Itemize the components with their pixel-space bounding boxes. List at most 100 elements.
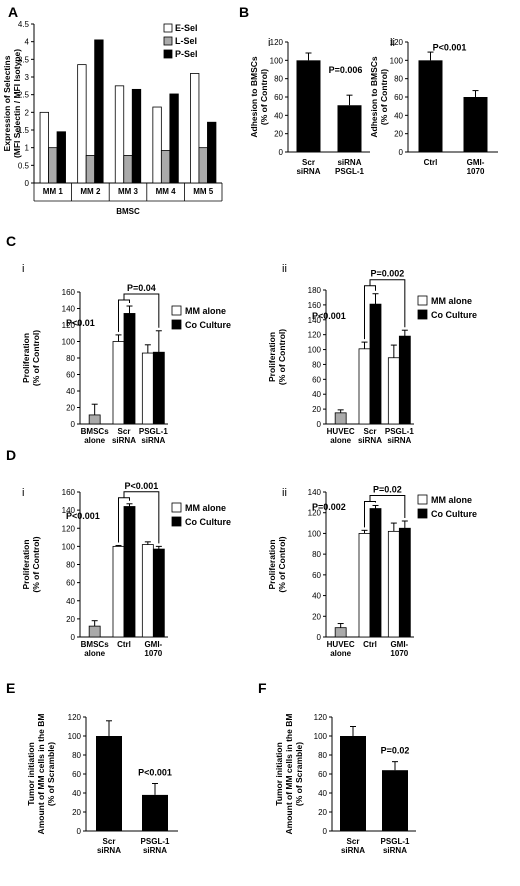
- y-tick-label: 80: [66, 561, 75, 570]
- bar: [112, 545, 125, 638]
- category-label: BMSCs: [81, 640, 110, 649]
- category-label: GMI-: [144, 640, 162, 649]
- y-tick-label: 0: [71, 633, 76, 642]
- category-label: alone: [84, 649, 105, 658]
- bar: [334, 412, 347, 425]
- category-label: MM 2: [80, 187, 101, 196]
- y-tick-label: 20: [66, 615, 75, 624]
- p-value-annotation: P=0.002: [312, 502, 346, 512]
- legend-swatch: [171, 305, 182, 316]
- y-tick-label: 80: [394, 75, 403, 84]
- y-tick-label: 4.5: [18, 20, 30, 29]
- p-value-annotation: P=0.04: [127, 283, 156, 293]
- significance-bracket: [369, 494, 406, 518]
- chart-Ci: Ci 0 20 40 60 80 100 120 140 160 Proliferation (% o…: [6, 233, 231, 445]
- category-label: MM 3: [118, 187, 139, 196]
- y-tick-label: 0: [317, 633, 322, 642]
- bar: [112, 341, 125, 425]
- legend-swatch: [171, 319, 182, 330]
- legend-label: Co Culture: [185, 320, 231, 330]
- category-label: Scr: [364, 427, 377, 436]
- y-tick-label: 160: [308, 301, 322, 310]
- category-label: Scr: [347, 837, 360, 846]
- y-tick-label: 100: [314, 732, 328, 741]
- panel-sub-label: ii: [282, 487, 287, 499]
- category-label: alone: [330, 436, 351, 445]
- y-tick-label: 60: [66, 371, 75, 380]
- panel-sub-label: i: [22, 487, 24, 499]
- y-tick-label: 80: [312, 550, 321, 559]
- y-axis-label: Amount of MM cells in the BM: [36, 714, 46, 835]
- category-label: siRNA: [141, 436, 165, 445]
- y-tick-label: 1: [25, 144, 30, 153]
- bar: [123, 313, 136, 425]
- p-value-annotation: P=0.002: [371, 269, 405, 279]
- bar: [152, 106, 162, 184]
- p-value-annotation: P<0.01: [66, 318, 95, 328]
- y-tick-label: 60: [318, 770, 327, 779]
- bar: [142, 794, 168, 831]
- category-label: GMI-: [467, 158, 485, 167]
- bar: [340, 736, 366, 831]
- p-value-annotation: P<0.001: [433, 43, 467, 53]
- y-tick-label: 40: [66, 597, 75, 606]
- category-label: Ctrl: [363, 640, 377, 649]
- y-tick-label: 0: [323, 827, 328, 836]
- bar: [39, 111, 49, 184]
- p-value-annotation: P=0.02: [373, 484, 402, 494]
- chart-Cii: ii 0 20 40 60 80 100 120 140 160 180 Proliferation(…: [267, 263, 477, 445]
- category-label: alone: [84, 436, 105, 445]
- bar: [358, 533, 371, 638]
- category-label: PSGL-1: [335, 167, 364, 176]
- category-label: PSGL-1: [139, 427, 168, 436]
- bar: [463, 97, 488, 152]
- y-tick-label: 20: [72, 808, 81, 817]
- bar: [141, 544, 154, 638]
- panel-sub-label: ii: [282, 263, 287, 275]
- legend-label: Co Culture: [431, 310, 477, 320]
- y-axis-label: Tumor initiation: [274, 742, 284, 806]
- legend-swatch: [171, 516, 182, 527]
- y-tick-label: 40: [312, 390, 321, 399]
- bar: [190, 73, 200, 184]
- bar: [96, 736, 122, 831]
- bar: [94, 39, 104, 184]
- y-tick-label: 0: [71, 420, 76, 429]
- category-label: alone: [330, 649, 351, 658]
- bar: [207, 121, 217, 184]
- y-tick-label: 40: [318, 789, 327, 798]
- chart-Di: Di 0 20 40 60 80 100 120 140 160 Proliferation (% o…: [6, 447, 231, 658]
- y-axis-label: (MFI Selectin / MFI Isotype): [12, 49, 22, 158]
- y-tick-label: 4: [25, 38, 30, 47]
- bar: [369, 508, 382, 638]
- y-tick-label: 60: [66, 579, 75, 588]
- bar: [88, 625, 101, 638]
- category-label: siRNA: [358, 436, 382, 445]
- category-label: PSGL-1: [385, 427, 414, 436]
- category-label: siRNA: [296, 167, 320, 176]
- p-value-annotation: P<0.001: [312, 311, 346, 321]
- y-tick-label: 20: [394, 130, 403, 139]
- y-tick-label: 140: [308, 488, 322, 497]
- category-label: Scr: [118, 427, 131, 436]
- bar: [382, 770, 408, 831]
- bar: [198, 147, 208, 184]
- y-tick-label: 180: [308, 286, 322, 295]
- bar: [369, 303, 382, 425]
- legend-swatch: [417, 295, 428, 306]
- legend-label: MM alone: [431, 296, 472, 306]
- category-label: siRNA: [337, 158, 361, 167]
- y-tick-label: 120: [390, 38, 404, 47]
- bar: [418, 60, 443, 153]
- y-tick-label: 80: [72, 751, 81, 760]
- y-axis-label: (% of Control): [379, 69, 389, 125]
- p-value-annotation: P<0.001: [66, 511, 100, 521]
- category-label: siRNA: [387, 436, 411, 445]
- category-label: siRNA: [143, 846, 167, 855]
- y-axis-label: (% of Scramble): [294, 742, 304, 806]
- y-tick-label: 2.5: [18, 91, 30, 100]
- legend-swatch: [417, 309, 428, 320]
- y-tick-label: 20: [312, 405, 321, 414]
- panel-sub-label: i: [22, 263, 24, 275]
- legend-label: MM alone: [431, 495, 472, 505]
